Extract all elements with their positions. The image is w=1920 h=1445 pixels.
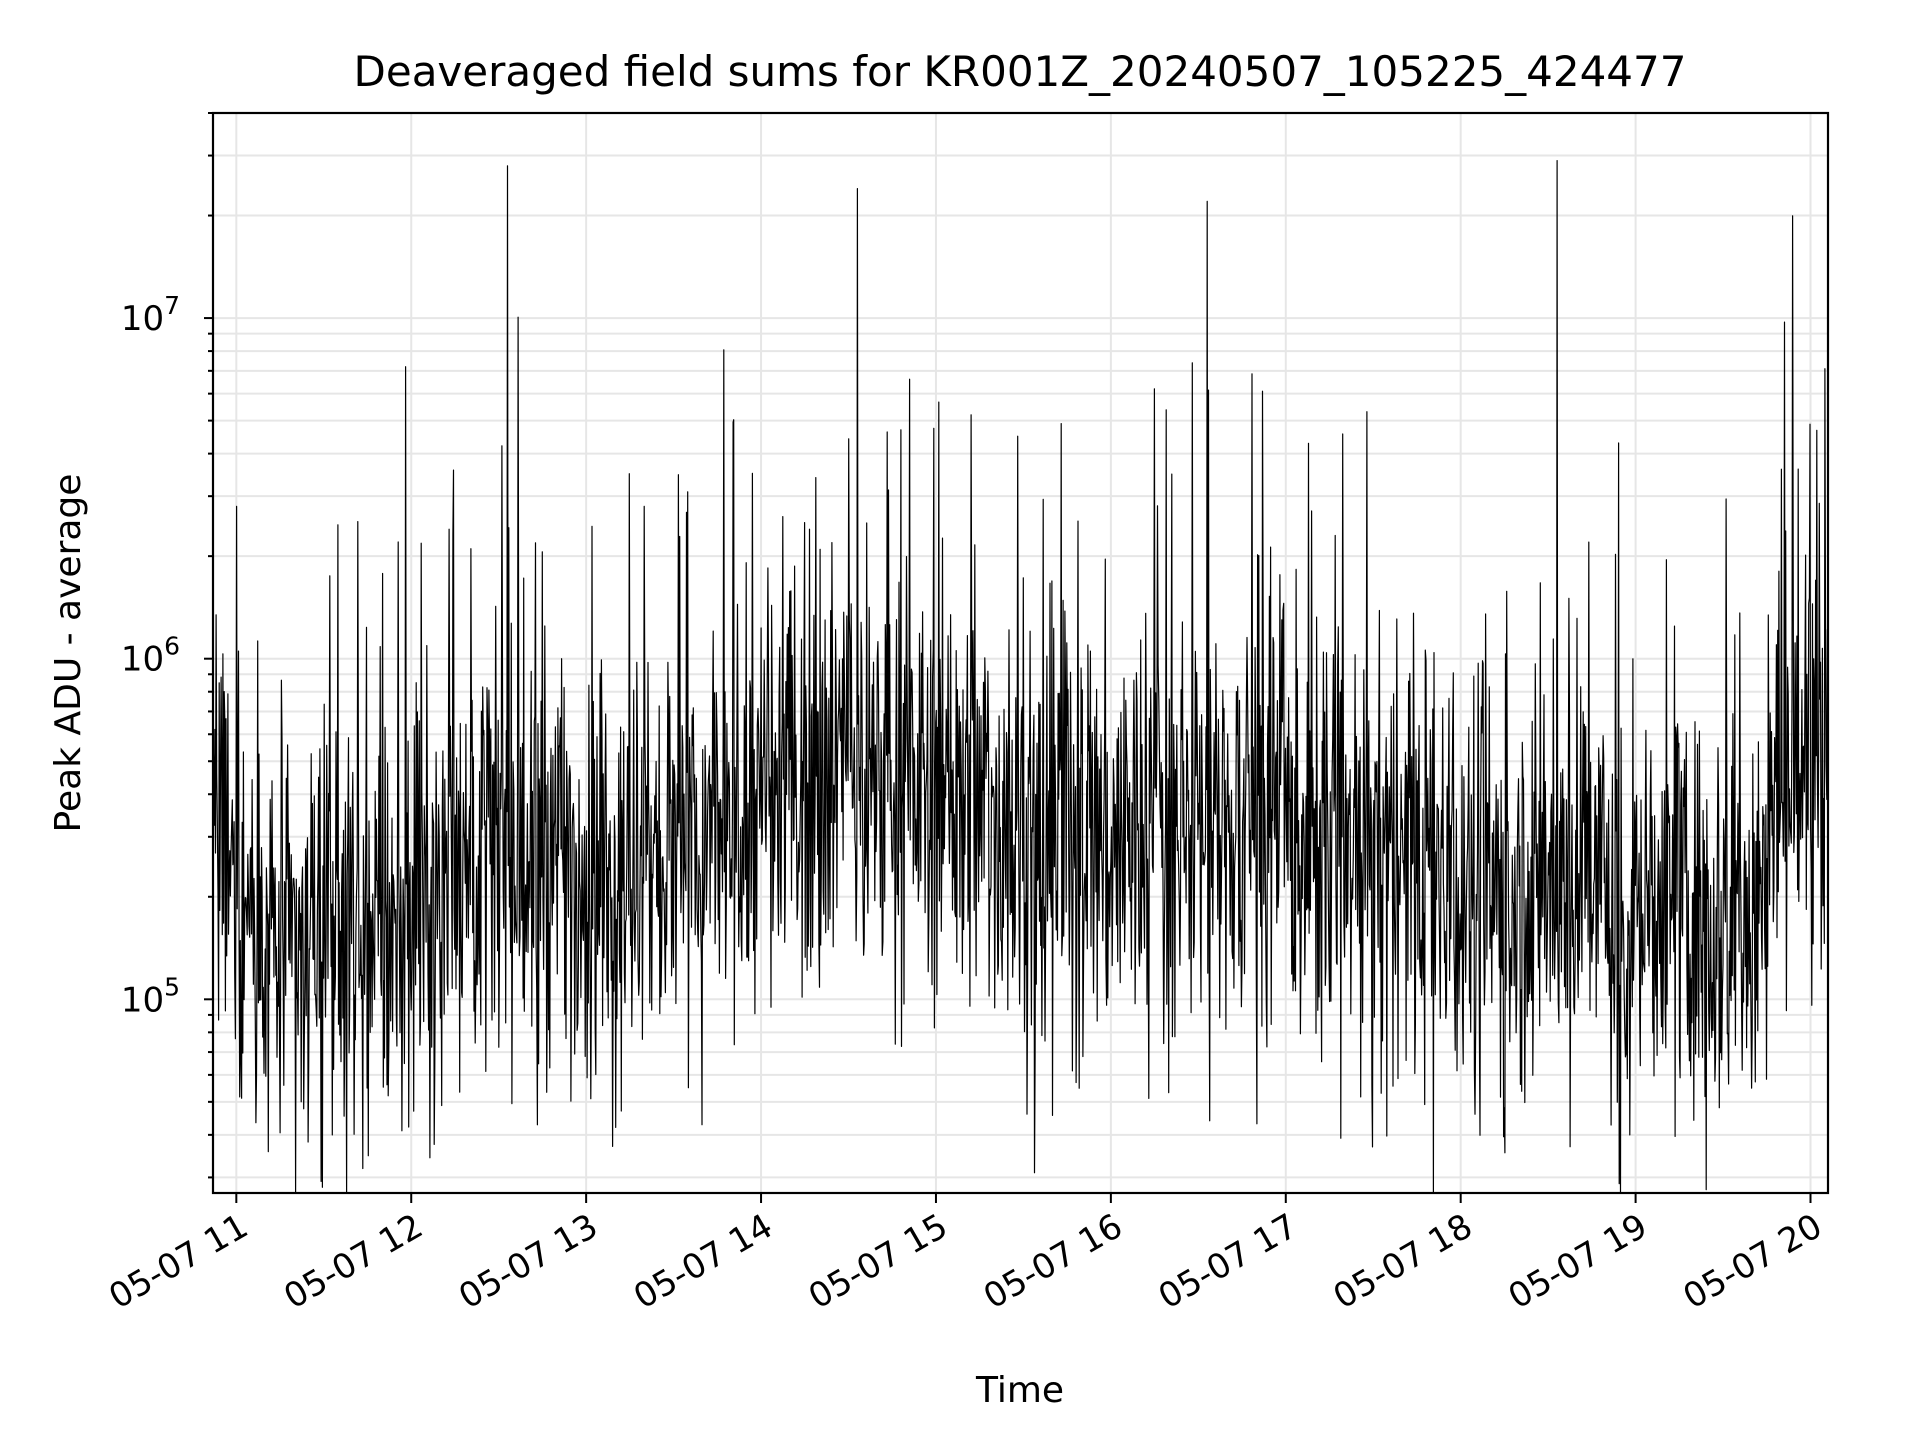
- y-tick-exponent: 5: [164, 972, 180, 1001]
- y-tick-exponent: 7: [164, 291, 180, 320]
- series-line: [212, 160, 1829, 1194]
- y-axis-label: Peak ADU - average: [48, 474, 89, 833]
- chart-title: Deaveraged field sums for KR001Z_2024050…: [354, 47, 1687, 96]
- plot-frame: [211, 111, 1830, 1195]
- line-layer: [212, 160, 1829, 1194]
- y-tick-exponent: 6: [164, 632, 180, 661]
- x-axis-label: Time: [975, 1370, 1064, 1411]
